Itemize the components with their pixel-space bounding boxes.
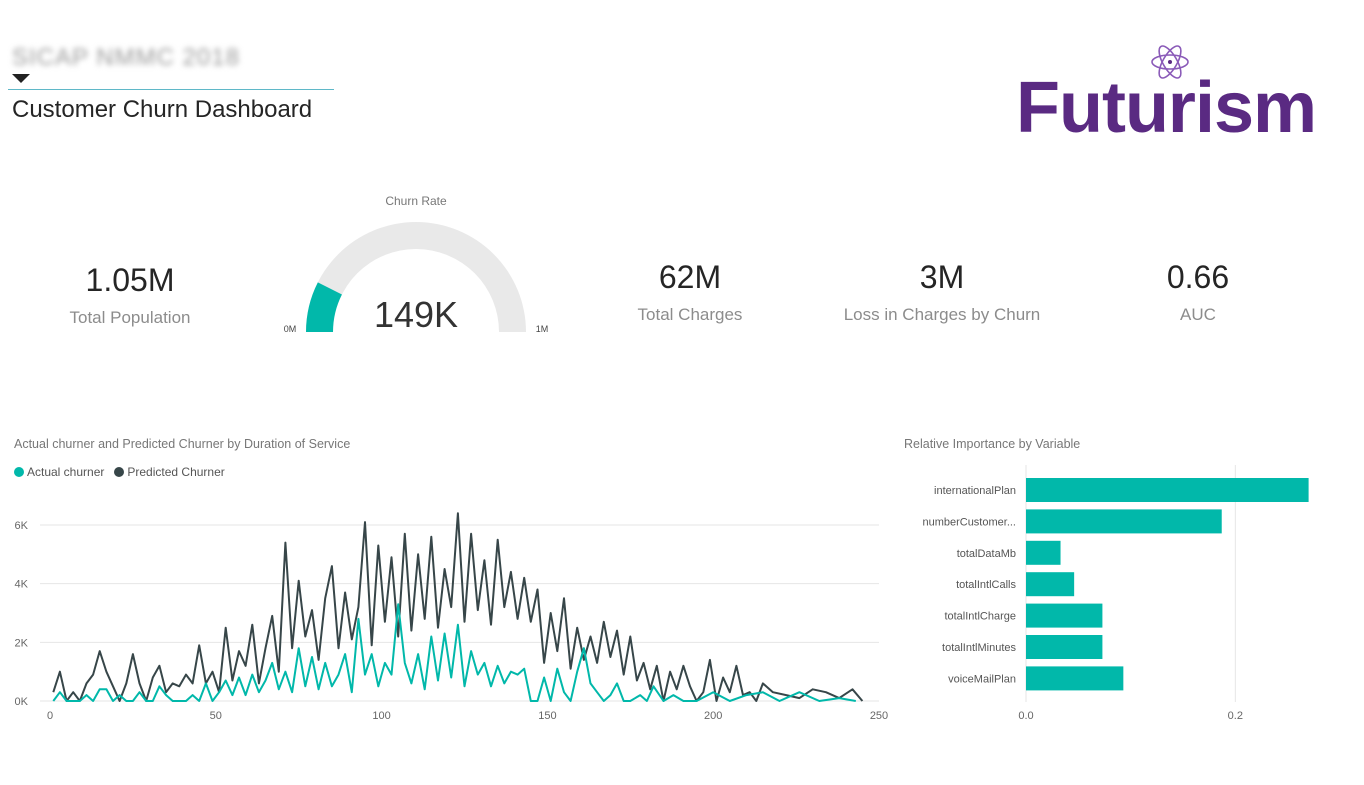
- bar[interactable]: [1026, 540, 1061, 565]
- kpi-value: 0.66: [1166, 259, 1230, 295]
- line-chart-legend: Actual churner Predicted Churner: [14, 465, 235, 479]
- y-tick-label: 2K: [15, 637, 29, 649]
- series-line-predicted-churner: [52, 512, 864, 702]
- legend-item-predicted[interactable]: Predicted Churner: [114, 465, 225, 479]
- line-chart-title: Actual churner and Predicted Churner by …: [14, 437, 351, 451]
- gauge-value: 149K: [374, 294, 458, 335]
- kpi-label: AUC: [1180, 305, 1216, 324]
- legend-item-actual[interactable]: Actual churner: [14, 465, 104, 479]
- page-title: Customer Churn Dashboard: [12, 96, 313, 123]
- line-chart: 0K 2K 4K 6K 0 50 100 150 200 250: [15, 512, 888, 722]
- bar-chart-title: Relative Importance by Variable: [904, 437, 1081, 451]
- category-label: internationalPlan: [934, 485, 1016, 497]
- bar[interactable]: [1026, 509, 1222, 534]
- series-line-actual-churner: [52, 603, 856, 702]
- report-name[interactable]: SICAP NMMC 2018: [12, 44, 240, 71]
- category-label: voiceMailPlan: [948, 673, 1016, 685]
- kpi-total-population: 1.05M Total Population: [30, 264, 230, 328]
- x-tick-label: 0: [47, 710, 53, 722]
- churn-rate-gauge: Churn Rate 149K 0M 1M: [278, 192, 554, 342]
- x-tick-label: 100: [372, 710, 390, 722]
- x-tick-label: 0.2: [1228, 710, 1243, 722]
- x-tick-label: 200: [704, 710, 722, 722]
- kpi-total-charges: 62M Total Charges: [590, 261, 790, 325]
- kpi-label: Loss in Charges by Churn: [843, 305, 1041, 324]
- bar[interactable]: [1026, 603, 1103, 628]
- kpi-value: 3M: [919, 259, 965, 295]
- kpi-label: Total Charges: [637, 305, 743, 324]
- kpi-value: 62M: [658, 259, 722, 295]
- legend-dot: [14, 467, 24, 477]
- x-tick-label: 50: [210, 710, 222, 722]
- category-label: totalDataMb: [957, 548, 1016, 560]
- legend-label: Actual churner: [27, 465, 105, 479]
- futurism-logo: Futurism: [1010, 38, 1317, 148]
- gauge-track: [306, 222, 526, 332]
- legend-label: Predicted Churner: [127, 465, 225, 479]
- y-tick-label: 0K: [15, 696, 29, 708]
- x-tick-label: 150: [538, 710, 556, 722]
- bar[interactable]: [1026, 478, 1309, 502]
- x-tick-label: 0.0: [1018, 710, 1033, 722]
- category-label: totalIntlCharge: [944, 611, 1016, 623]
- gauge-min-label: 0M: [284, 324, 297, 334]
- gauge-fill: [306, 282, 342, 332]
- category-label: numberCustomer...: [922, 516, 1016, 528]
- category-label: totalIntlCalls: [956, 579, 1016, 591]
- bar-chart: 0.0 0.2 internationalPlan numberCustomer...…: [922, 465, 1309, 722]
- x-tick-label: 250: [870, 710, 888, 722]
- category-label: totalIntlMinutes: [942, 642, 1016, 654]
- legend-dot: [114, 467, 125, 477]
- report-selector[interactable]: SICAP NMMC 2018: [8, 40, 334, 90]
- y-tick-label: 4K: [15, 579, 29, 591]
- logo-text: Futurism: [1016, 68, 1317, 148]
- kpi-label: Total Population: [69, 308, 191, 327]
- gauge-title: Churn Rate: [385, 194, 447, 208]
- bar[interactable]: [1026, 635, 1103, 659]
- kpi-value: 1.05M: [85, 262, 175, 298]
- gauge-max-label: 1M: [536, 324, 549, 334]
- y-tick-label: 6K: [15, 520, 29, 532]
- kpi-auc: 0.66 AUC: [1118, 261, 1278, 325]
- bar[interactable]: [1026, 666, 1124, 691]
- kpi-loss-in-charges: 3M Loss in Charges by Churn: [822, 261, 1062, 325]
- atom-icon: [1151, 45, 1189, 79]
- report-header: SICAP NMMC 2018 Customer Churn Dashboard: [8, 40, 334, 123]
- bar[interactable]: [1026, 572, 1075, 597]
- chevron-down-icon[interactable]: [12, 74, 30, 83]
